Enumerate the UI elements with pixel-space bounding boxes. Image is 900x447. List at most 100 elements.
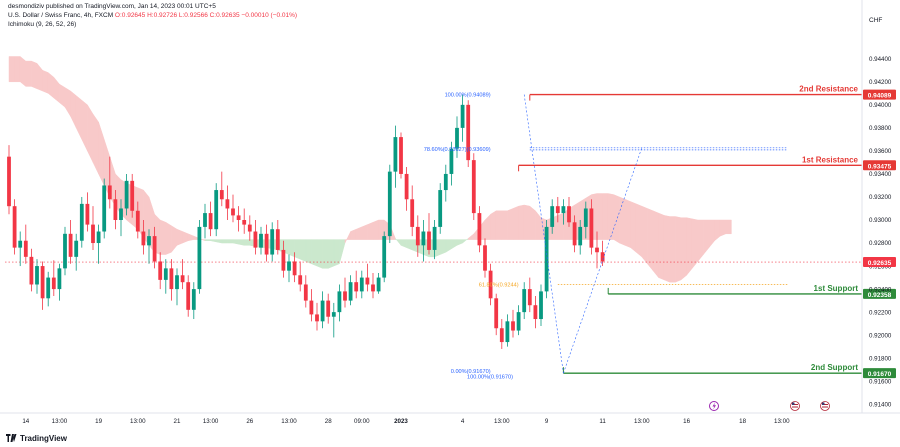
candle-up [259,233,263,248]
cloud-segment [635,203,643,258]
candle-down [91,224,95,244]
cloud-segment [53,76,60,104]
level-price-tag [863,89,896,100]
cloud-segment [344,231,351,244]
cloud-segment [467,233,475,240]
candle-up [460,104,465,128]
time-tick-label: 13:00 [494,418,510,425]
time-tick-label: 13:00 [203,418,219,425]
candle-up [387,171,392,237]
level-price-tag [863,288,896,299]
fib-label: 78.60%(0.93627)(0.93609) [424,147,491,153]
level-price-label: 0.92358 [868,292,892,299]
us-flag-stripe [792,406,798,408]
candle-down [113,199,118,220]
tradingview-logo: TradingView [6,434,67,443]
cloud-segment [339,239,346,264]
price-tick-label: 0.91400 [869,401,892,408]
candle-down [527,289,532,306]
candle-down [466,104,471,161]
cloud-segment [92,113,99,175]
price-tick-label: 0.94400 [869,56,892,63]
cloud-segment [182,231,189,244]
currency-label: CHF [869,17,883,24]
ichimoku-cloud [8,55,732,283]
cloud-segment [294,239,301,260]
cloud-segment [445,239,452,253]
cloud-segment [680,217,687,281]
candle-down [315,314,319,322]
candle-down [225,199,230,209]
candle-up [337,291,342,313]
candle-up [348,282,353,301]
cloud-segment [8,56,15,83]
cloud-segment [607,193,615,240]
candle-down [488,270,493,299]
candle-up [175,275,179,290]
time-tick-label: 9 [545,418,549,425]
time-tick-label: 14 [22,418,29,425]
fib-label: 100.00%(0.91670) [467,375,513,381]
candle-up [443,173,448,191]
annotation-labels: 2nd Resistance 1st Resistance 1st Support 2… [424,85,859,381]
candle-up [544,226,549,292]
candle-down [236,215,241,220]
cloud-segment [322,239,329,269]
cloud-segment [400,239,407,249]
price-tick-label: 0.93600 [869,148,892,155]
cloud-segment [159,219,167,255]
us-flag-icon [820,401,830,411]
candle-up [57,268,62,290]
time-tick-label: 18 [739,418,746,425]
time-tick-label: 4 [461,418,465,425]
price-tick-label: 0.92400 [869,286,892,293]
candle-up [46,277,51,299]
candle-up [163,268,168,280]
cloud-segment [619,196,626,246]
cloud-segment [669,216,676,283]
cloud-segment [529,205,536,240]
time-tick-label: 2023 [394,418,408,425]
cloud-segment [316,239,323,269]
cloud-segment [697,219,704,263]
candle-up [119,208,123,220]
us-flag-stripe [822,406,828,408]
time-tick-label: 16 [683,418,690,425]
candle-down [326,300,331,317]
cloud-segment [439,239,447,255]
us-flag-canton [822,402,825,405]
candle-down [494,298,499,329]
time-tick-label: 26 [246,418,253,425]
price-tick-label: 0.93200 [869,194,892,201]
candle-down [29,256,34,285]
candle-down [371,284,375,292]
time-tick-label: 13:00 [774,418,790,425]
cloud-segment [19,55,27,87]
level-price-label: 0.91670 [868,371,892,378]
candle-up [197,226,202,290]
cloud-segment [624,198,631,249]
cloud-segment [355,226,363,240]
fib-label: 61.80%(0.9244) [479,282,519,288]
candle-up [63,233,67,269]
cloud-segment [663,215,671,283]
candle-up [18,240,23,248]
price-tick-label: 0.91600 [869,378,892,385]
lightning-icon-bolt [712,402,716,410]
price-tick-label: 0.94200 [869,79,892,86]
candle-down [499,328,504,343]
candle-down [12,206,17,248]
price-tick-label: 0.94000 [869,102,892,109]
cloud-segment [686,217,693,276]
level-name: 2nd Support [811,363,858,372]
candle-down [555,206,560,214]
time-tick-label: 13:00 [634,418,650,425]
candle-down [23,240,28,257]
candle-down [275,229,280,250]
cloud-segment [232,239,239,245]
cloud-segment [675,216,682,283]
cloud-segment [59,83,66,108]
candle-up [331,312,336,317]
us-flag-canton [792,402,795,405]
